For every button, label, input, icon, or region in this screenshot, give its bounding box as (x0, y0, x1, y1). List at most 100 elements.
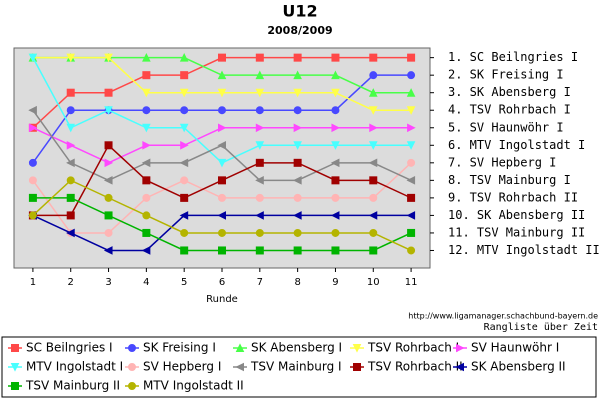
marker (28, 176, 37, 185)
marker (255, 158, 264, 167)
legend-marker (235, 362, 244, 372)
marker (406, 106, 416, 115)
marker (331, 228, 340, 237)
marker (293, 158, 302, 167)
marker (368, 211, 378, 220)
legend-marker (235, 343, 245, 352)
marker (331, 193, 340, 202)
y-tick-label: 6. MTV Ingolstadt I (448, 138, 585, 152)
marker (369, 176, 378, 185)
marker (28, 211, 37, 220)
marker (406, 88, 416, 97)
marker (28, 123, 38, 133)
marker (369, 123, 378, 133)
marker (293, 211, 302, 220)
legend-label: TSV Rohrbach II (367, 360, 463, 374)
marker (28, 105, 37, 115)
x-tick-label: 1 (30, 277, 36, 288)
marker (406, 141, 416, 150)
x-tick-label: 9 (332, 277, 338, 288)
marker (66, 193, 75, 202)
marker (369, 228, 378, 237)
marker (331, 141, 340, 150)
marker (142, 88, 151, 98)
x-tick-label: 10 (367, 277, 380, 288)
marker (255, 106, 264, 115)
marker (255, 246, 264, 255)
marker (180, 246, 189, 255)
chart-subtitle: 2008/2009 (267, 24, 332, 37)
marker (331, 88, 340, 98)
marker (218, 123, 227, 133)
marker (141, 246, 151, 255)
marker (293, 193, 302, 202)
marker (104, 158, 114, 168)
chart-title: U12 (282, 2, 317, 21)
marker (368, 141, 378, 150)
marker (369, 71, 378, 80)
y-tick-label: 7. SV Hepberg I (448, 155, 556, 169)
marker (406, 211, 416, 220)
marker (66, 88, 75, 97)
marker (293, 141, 302, 150)
marker (406, 176, 416, 185)
marker (369, 53, 378, 62)
legend-marker (128, 363, 136, 371)
marker (407, 158, 416, 167)
marker (66, 228, 75, 238)
marker (331, 70, 340, 80)
marker (142, 228, 151, 237)
marker (66, 53, 76, 63)
x-axis-label: Runde (206, 294, 238, 305)
legend-marker (352, 344, 362, 353)
marker (104, 228, 113, 237)
marker (293, 246, 302, 255)
marker (407, 228, 416, 237)
marker (368, 88, 378, 97)
marker (255, 176, 264, 185)
marker (217, 88, 227, 98)
marker (103, 176, 113, 185)
legend-marker (353, 363, 361, 371)
marker (293, 123, 303, 133)
marker (218, 53, 226, 62)
x-tick-label: 4 (143, 277, 149, 288)
marker (407, 123, 416, 133)
legend-label: SK Abensberg II (471, 360, 566, 374)
marker (255, 70, 265, 80)
marker (180, 176, 189, 185)
marker (293, 228, 302, 237)
marker (104, 53, 113, 63)
marker (369, 193, 378, 202)
x-tick-label: 6 (219, 277, 225, 288)
y-tick-label: 4. TSV Rohrbach I (448, 103, 571, 117)
marker (255, 193, 264, 202)
marker (407, 53, 416, 62)
y-tick-label: 8. TSV Mainburg I (448, 173, 571, 187)
marker (293, 106, 302, 115)
marker (28, 53, 38, 63)
marker (218, 246, 226, 255)
note: Rangliste über Zeit (484, 322, 598, 333)
marker (218, 106, 226, 115)
legend-label: TSV Mainburg II (25, 379, 120, 393)
marker (331, 246, 340, 255)
marker (179, 53, 189, 62)
marker (141, 158, 151, 168)
marker (217, 140, 226, 150)
marker (179, 158, 189, 168)
marker (368, 106, 378, 115)
marker (28, 193, 37, 202)
marker (142, 53, 151, 62)
marker (293, 70, 302, 80)
marker (180, 140, 189, 150)
marker (330, 158, 340, 168)
source: http://www.ligamanager.schachbund-bayern… (408, 312, 598, 321)
marker (293, 88, 302, 98)
marker (255, 88, 265, 98)
marker (331, 106, 340, 115)
legend-label: SK Abensberg I (251, 341, 342, 355)
marker (293, 53, 302, 62)
marker (255, 141, 265, 150)
y-tick-label: 9. TSV Rohrbach II (448, 190, 578, 204)
